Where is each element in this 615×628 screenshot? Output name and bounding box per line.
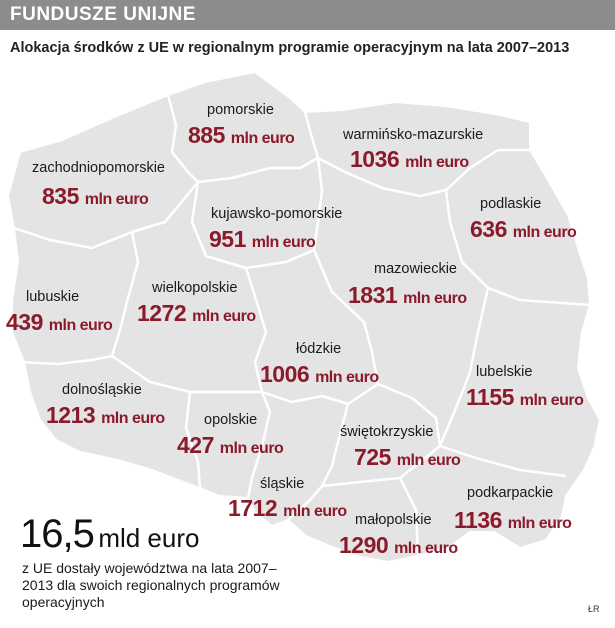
region-unit: mln euro (396, 452, 461, 469)
region-unit: mln euro (405, 154, 469, 171)
region-amount: 636 (470, 216, 507, 242)
region-value-lubelskie: 1155 mln euro (466, 384, 584, 411)
region-unit: mln euro (519, 392, 584, 409)
region-unit: mln euro (512, 224, 577, 241)
region-name-pomorskie: pomorskie (207, 102, 274, 118)
region-value-opolskie: 427 mln euro (177, 432, 284, 459)
region-name-mazowieckie: mazowieckie (374, 261, 457, 277)
region-unit: mln euro (101, 410, 165, 427)
region-amount: 1831 (348, 282, 398, 308)
region-value-kujawsko-pomorskie: 951 mln euro (209, 226, 316, 253)
region-amount: 1712 (228, 495, 278, 521)
region-name-lubuskie: lubuskie (26, 289, 80, 305)
region-name-slaskie: śląskie (260, 476, 305, 492)
region-value-zachodniopomorskie: 835 mln euro (42, 183, 149, 210)
total-amount: 16,5 mld euro (20, 512, 199, 557)
region-amount: 885 (188, 122, 225, 148)
header-bar: FUNDUSZE UNIJNE (0, 0, 615, 30)
region-value-slaskie: 1712 mln euro (228, 495, 347, 522)
region-name-opolskie: opolskie (204, 412, 258, 428)
region-name-malopolskie: małopolskie (355, 512, 432, 528)
region-unit: mln euro (315, 369, 379, 386)
region-unit: mln euro (192, 308, 256, 325)
region-unit: mln euro (84, 191, 149, 208)
region-value-lodzkie: 1006 mln euro (260, 361, 379, 388)
region-amount: 951 (209, 226, 246, 252)
region-name-warminsko-mazurskie: warmińsko-mazurskie (343, 127, 484, 143)
header-title: FUNDUSZE UNIJNE (10, 4, 196, 25)
region-amount: 1213 (46, 402, 96, 428)
region-amount: 427 (177, 432, 214, 458)
total-caption: z UE dostały województwa na lata 2007–20… (22, 560, 280, 610)
region-name-wielkopolskie: wielkopolskie (152, 280, 238, 296)
region-value-podkarpackie: 1136 mln euro (454, 507, 572, 534)
region-amount: 1290 (339, 532, 389, 558)
total-unit: mld euro (98, 523, 200, 553)
region-value-mazowieckie: 1831 mln euro (348, 282, 467, 309)
map-subtitle: Alokacja środków z UE w regionalnym prog… (10, 40, 570, 56)
region-unit: mln euro (251, 234, 316, 251)
region-unit: mln euro (219, 440, 284, 457)
region-value-malopolskie: 1290 mln euro (339, 532, 458, 559)
region-unit: mln euro (394, 540, 458, 557)
region-amount: 1272 (137, 300, 187, 326)
region-name-lubelskie: lubelskie (476, 364, 533, 380)
region-value-swietokrzyskie: 725 mln euro (354, 444, 461, 471)
region-unit: mln euro (283, 503, 347, 520)
region-unit: mln euro (48, 317, 113, 334)
region-amount: 1136 (454, 507, 502, 533)
region-amount: 835 (42, 183, 79, 209)
region-value-dolnoslaskie: 1213 mln euro (46, 402, 165, 429)
region-amount: 725 (354, 444, 391, 470)
region-name-lodzkie: łódzkie (296, 341, 342, 357)
region-value-pomorskie: 885 mln euro (188, 122, 295, 149)
region-name-podlaskie: podlaskie (480, 196, 542, 212)
region-value-lubuskie: 439 mln euro (6, 309, 113, 336)
region-name-podkarpackie: podkarpackie (467, 485, 554, 501)
region-amount: 439 (6, 309, 43, 335)
region-unit: mln euro (403, 290, 467, 307)
region-value-podlaskie: 636 mln euro (470, 216, 577, 243)
region-value-warminsko-mazurskie: 1036 mln euro (350, 146, 469, 173)
author-credit: ŁR (588, 604, 600, 614)
region-unit: mln euro (230, 130, 295, 147)
region-name-dolnoslaskie: dolnośląskie (62, 382, 142, 398)
region-value-wielkopolskie: 1272 mln euro (137, 300, 256, 327)
region-amount: 1036 (350, 146, 400, 172)
region-amount: 1006 (260, 361, 310, 387)
region-unit: mln euro (507, 515, 572, 532)
region-name-zachodniopomorskie: zachodniopomorskie (32, 160, 165, 176)
total-number: 16,5 (20, 512, 95, 556)
region-name-kujawsko-pomorskie: kujawsko-pomorskie (211, 206, 343, 222)
region-name-swietokrzyskie: świętokrzyskie (340, 424, 434, 440)
country-outline (6, 70, 602, 564)
region-borders (13, 94, 591, 557)
region-amount: 1155 (466, 384, 514, 410)
